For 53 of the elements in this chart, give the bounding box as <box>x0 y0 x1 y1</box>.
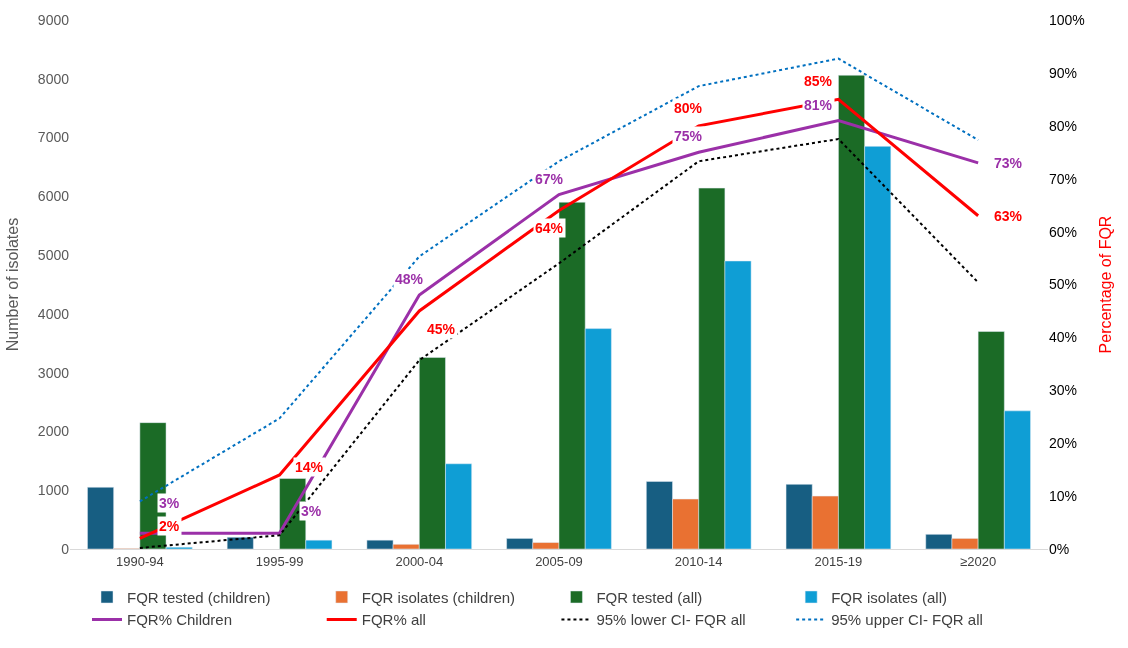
y2-tick-label: 30% <box>1049 382 1078 399</box>
x-tick-label: 2010-14 <box>674 553 723 569</box>
y2-tick-label: 0% <box>1049 540 1070 557</box>
data-label: 81% <box>804 97 833 113</box>
y2-tick-label: 80% <box>1049 117 1078 134</box>
legend-label: 95% upper CI- FQR all <box>831 611 983 629</box>
data-label: 45% <box>427 321 456 337</box>
data-label: 2% <box>159 518 180 534</box>
y2-tick-label: 90% <box>1049 64 1078 81</box>
legend-label: FQR tested (all) <box>596 588 703 606</box>
data-label: 48% <box>395 271 424 287</box>
legend-label: FQR% Children <box>127 611 233 629</box>
x-tick-label: ≥2020 <box>960 553 997 569</box>
y-tick-label: 0 <box>61 540 70 557</box>
y-tick-label: 5000 <box>37 247 70 264</box>
legend-label: FQR isolates (all) <box>831 588 948 606</box>
legend-label: FQR isolates (children) <box>361 588 516 606</box>
y2-tick-label: 20% <box>1049 435 1078 452</box>
data-label: 64% <box>535 220 564 236</box>
y2-tick-label: 60% <box>1049 223 1078 240</box>
data-label: 80% <box>674 100 703 116</box>
y-tick-label: 2000 <box>37 423 70 440</box>
y2-tick-label: 100% <box>1049 11 1085 28</box>
data-label: 67% <box>535 171 564 187</box>
y2-tick-label: 50% <box>1049 276 1078 293</box>
x-tick-label: 1990-94 <box>116 553 164 569</box>
y2-tick-label: 70% <box>1049 170 1078 187</box>
data-label: 14% <box>295 459 324 475</box>
y-tick-label: 8000 <box>37 70 70 87</box>
y2-tick-label: 40% <box>1049 329 1078 346</box>
data-label: 73% <box>994 155 1023 171</box>
y-tick-label: 6000 <box>37 188 70 205</box>
bar <box>226 536 254 549</box>
y-tick-label: 4000 <box>37 305 70 322</box>
y-tick-label: 3000 <box>37 364 70 381</box>
y-tick-label: 9000 <box>37 11 70 28</box>
y2-axis-title: Percentage of FQR <box>1096 215 1114 354</box>
x-tick-label: 2015-19 <box>814 553 863 569</box>
data-label: 3% <box>301 503 322 519</box>
legend-label: FQR% all <box>361 611 426 629</box>
y2-tick-label: 10% <box>1049 488 1078 504</box>
data-label: 63% <box>994 208 1023 224</box>
x-tick-label: 2005-09 <box>535 553 583 569</box>
x-tick-label: 1995-99 <box>255 553 304 569</box>
y-tick-label: 1000 <box>37 482 70 499</box>
y-tick-label: 7000 <box>37 129 70 146</box>
legend-label: FQR tested (children) <box>127 588 271 606</box>
y-axis-title: Number of isolates <box>3 217 21 352</box>
data-label: 85% <box>804 73 833 89</box>
data-label: 3% <box>159 495 180 511</box>
x-tick-label: 2000-04 <box>395 553 444 569</box>
legend-label: 95% lower CI- FQR all <box>596 611 746 629</box>
data-label: 75% <box>674 128 703 144</box>
